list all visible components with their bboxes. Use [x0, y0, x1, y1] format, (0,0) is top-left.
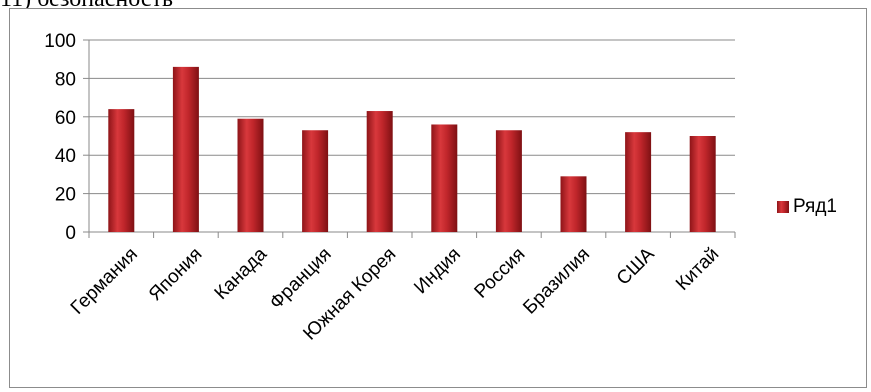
x-tick-label: Германия [67, 244, 142, 319]
x-tick-label: Канада [211, 243, 272, 304]
y-tick-label: 60 [55, 108, 76, 129]
y-tick-label: 100 [44, 31, 76, 52]
bar [625, 132, 652, 232]
x-tick-label: Бразилия [519, 244, 594, 319]
bar [302, 130, 329, 232]
bar [560, 176, 587, 232]
y-tick-labels: 0 20 40 60 80 100 [44, 31, 76, 244]
bar [172, 66, 199, 232]
x-tick-label: Япония [145, 244, 207, 306]
legend: Ряд1 [777, 196, 837, 217]
bar [689, 136, 716, 232]
x-tick-label: Китай [672, 244, 723, 295]
bar [366, 111, 393, 232]
y-tick-label: 40 [55, 146, 76, 167]
y-tick-label: 20 [55, 185, 76, 206]
legend-swatch [777, 201, 789, 213]
x-tick-label: Индия [410, 244, 465, 299]
bar [237, 118, 264, 232]
x-tick-label: Россия [471, 244, 530, 303]
y-tick-label: 80 [55, 69, 76, 90]
bar [431, 124, 458, 232]
bar [108, 109, 135, 232]
y-tick-label: 0 [65, 223, 76, 244]
legend-label: Ряд1 [793, 196, 837, 217]
x-tick-label: США [613, 244, 659, 290]
bar [495, 130, 522, 232]
bars [108, 66, 716, 232]
